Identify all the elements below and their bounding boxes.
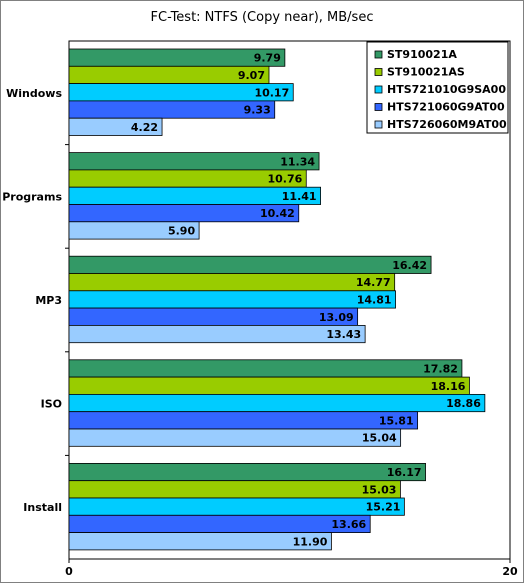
legend-label: ST910021A [387,48,457,61]
data-label: 15.04 [362,432,397,445]
plot-area: 9.79 9.07 10.17 9.33 4.22 Windows 11.34 10.76 11… [2,40,518,578]
bar [68,307,359,326]
legend-box [366,41,509,134]
data-label: 9.79 [254,52,281,65]
legend-swatch [374,85,383,94]
data-label: 11.41 [282,190,317,203]
bar [68,290,396,309]
category-label: MP3 [35,294,62,307]
legend-label: ST910021AS [387,66,465,79]
data-label: 11.34 [280,155,315,168]
bar [68,376,470,395]
bar [68,514,371,533]
data-label: 16.42 [392,259,427,272]
bar [68,117,163,136]
bar [68,532,332,551]
data-label: 15.21 [366,501,401,514]
data-label: 10.76 [267,173,302,186]
category-label: Programs [2,190,62,203]
legend-swatch [374,50,383,59]
data-label: 17.82 [423,362,458,375]
bar [68,428,402,447]
bar [68,48,286,67]
data-label: 11.90 [293,535,328,548]
bar [68,411,419,430]
bar [68,221,200,240]
data-label: 15.03 [362,483,397,496]
legend-swatch [374,68,383,76]
category-label: Windows [6,87,62,100]
legend-label: HTS726060M9AT00 [387,118,507,131]
bar [68,462,426,482]
data-label: 4.22 [131,121,158,134]
bar [68,255,432,274]
x-tick-label: 20 [502,565,518,578]
data-label: 13.66 [331,518,366,531]
legend-label: HTS721060G9AT00 [387,101,505,114]
bar [68,273,396,292]
bar [68,393,486,413]
data-label: 9.33 [244,104,271,117]
data-label: 13.09 [319,311,354,324]
legend-swatch [374,103,383,111]
category-label: ISO [41,398,62,411]
data-label: 14.81 [357,293,392,306]
category-label: Install [23,501,62,514]
x-tick-label: 0 [65,565,73,578]
bar [68,359,463,378]
data-label: 13.43 [326,328,361,341]
chart-title: FC-Test: NTFS (Copy near), MB/sec [151,10,374,25]
bar [68,497,405,516]
data-label: 10.17 [254,86,289,99]
bar [68,324,366,344]
legend: ST910021A ST910021AS HTS721010G9SA00 HTS721… [366,41,509,134]
legend-label: HTS721010G9SA00 [387,83,506,96]
data-label: 18.16 [431,380,466,393]
data-label: 14.77 [356,276,391,289]
bar [68,480,401,499]
bar [68,100,276,119]
data-label: 5.90 [168,224,195,237]
legend-swatch [374,120,383,129]
data-label: 10.42 [260,207,295,220]
data-label: 9.07 [238,69,265,82]
data-label: 15.81 [379,414,414,427]
data-label: 16.17 [387,466,422,479]
data-label: 18.86 [446,397,481,410]
